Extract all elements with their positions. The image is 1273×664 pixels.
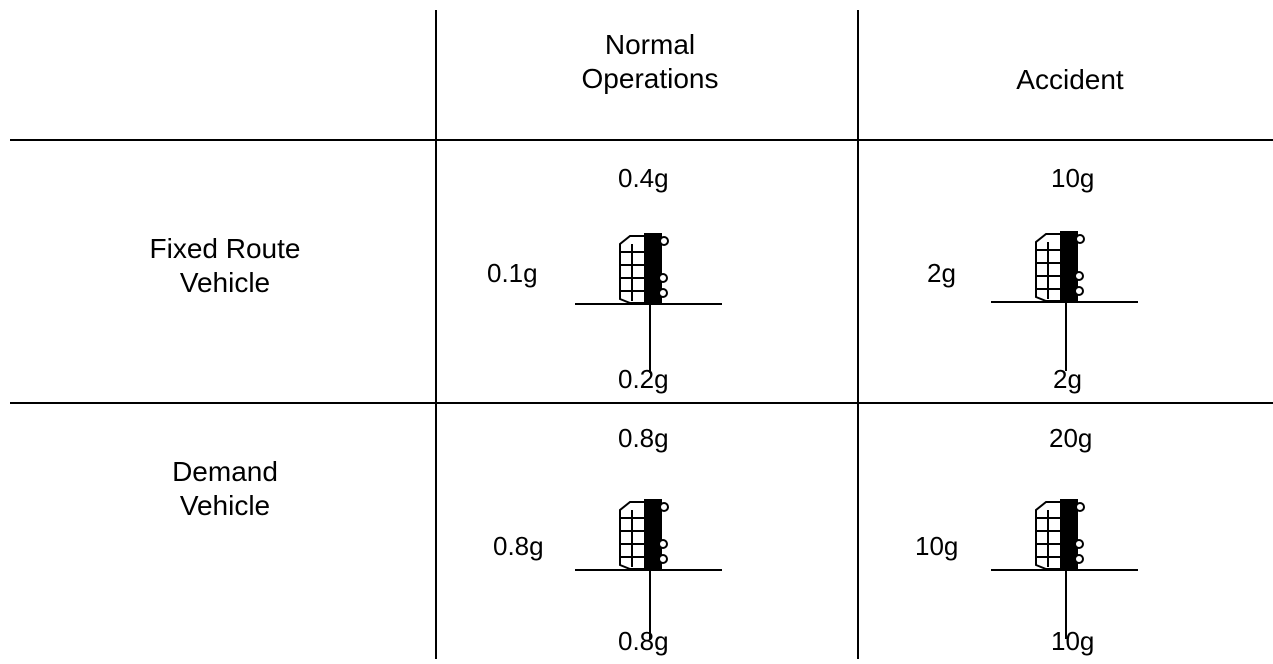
fixed-accident-lateral-load: 2g bbox=[927, 258, 956, 288]
column-divider-left bbox=[435, 10, 437, 659]
fixed-accident-vertical-down-load: 2g bbox=[1053, 364, 1082, 394]
demand-accident-lateral-load: 10g bbox=[915, 531, 959, 561]
bus-front-icon bbox=[575, 499, 722, 639]
bus-front-icon bbox=[575, 233, 722, 373]
fixed-normal-vertical-up-load: 0.4g bbox=[618, 163, 669, 193]
demand-normal-vertical-down-load: 0.8g bbox=[618, 626, 669, 656]
bus-front-icon bbox=[991, 499, 1138, 639]
column-header-accident: Accident bbox=[1016, 64, 1124, 95]
demand-accident-vertical-up-load: 20g bbox=[1049, 423, 1093, 453]
column-header-normal-operations: Normal Operations bbox=[581, 29, 719, 94]
fixed-accident-vertical-up-load: 10g bbox=[1051, 163, 1095, 193]
row-divider bbox=[10, 402, 1273, 404]
bus-front-icon bbox=[991, 231, 1138, 371]
fixed-normal-vertical-down-load: 0.2g bbox=[618, 364, 669, 394]
demand-normal-lateral-load: 0.8g bbox=[493, 531, 544, 561]
fixed-normal-lateral-load: 0.1g bbox=[487, 258, 538, 288]
row-label-fixed-route-vehicle: Fixed Route Vehicle bbox=[149, 233, 301, 298]
header-row-divider bbox=[10, 139, 1273, 141]
column-divider-right bbox=[857, 10, 859, 659]
row-label-demand-vehicle: Demand Vehicle bbox=[172, 456, 278, 521]
demand-accident-vertical-down-load: 10g bbox=[1051, 626, 1095, 656]
demand-normal-vertical-up-load: 0.8g bbox=[618, 423, 669, 453]
